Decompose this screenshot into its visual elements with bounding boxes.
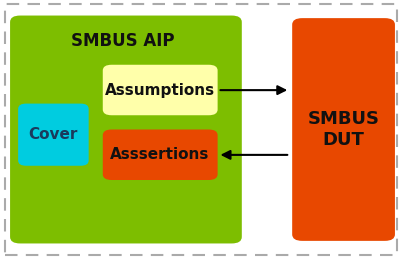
Text: SMBUS
DUT: SMBUS DUT bbox=[307, 110, 379, 149]
Text: Assumptions: Assumptions bbox=[105, 83, 215, 98]
Text: Cover: Cover bbox=[29, 127, 78, 142]
FancyBboxPatch shape bbox=[103, 65, 218, 115]
FancyBboxPatch shape bbox=[18, 104, 89, 166]
Text: Asssertions: Asssertions bbox=[110, 147, 210, 162]
FancyBboxPatch shape bbox=[103, 130, 218, 180]
FancyBboxPatch shape bbox=[292, 18, 395, 241]
Text: SMBUS AIP: SMBUS AIP bbox=[71, 32, 174, 50]
FancyBboxPatch shape bbox=[10, 16, 242, 243]
